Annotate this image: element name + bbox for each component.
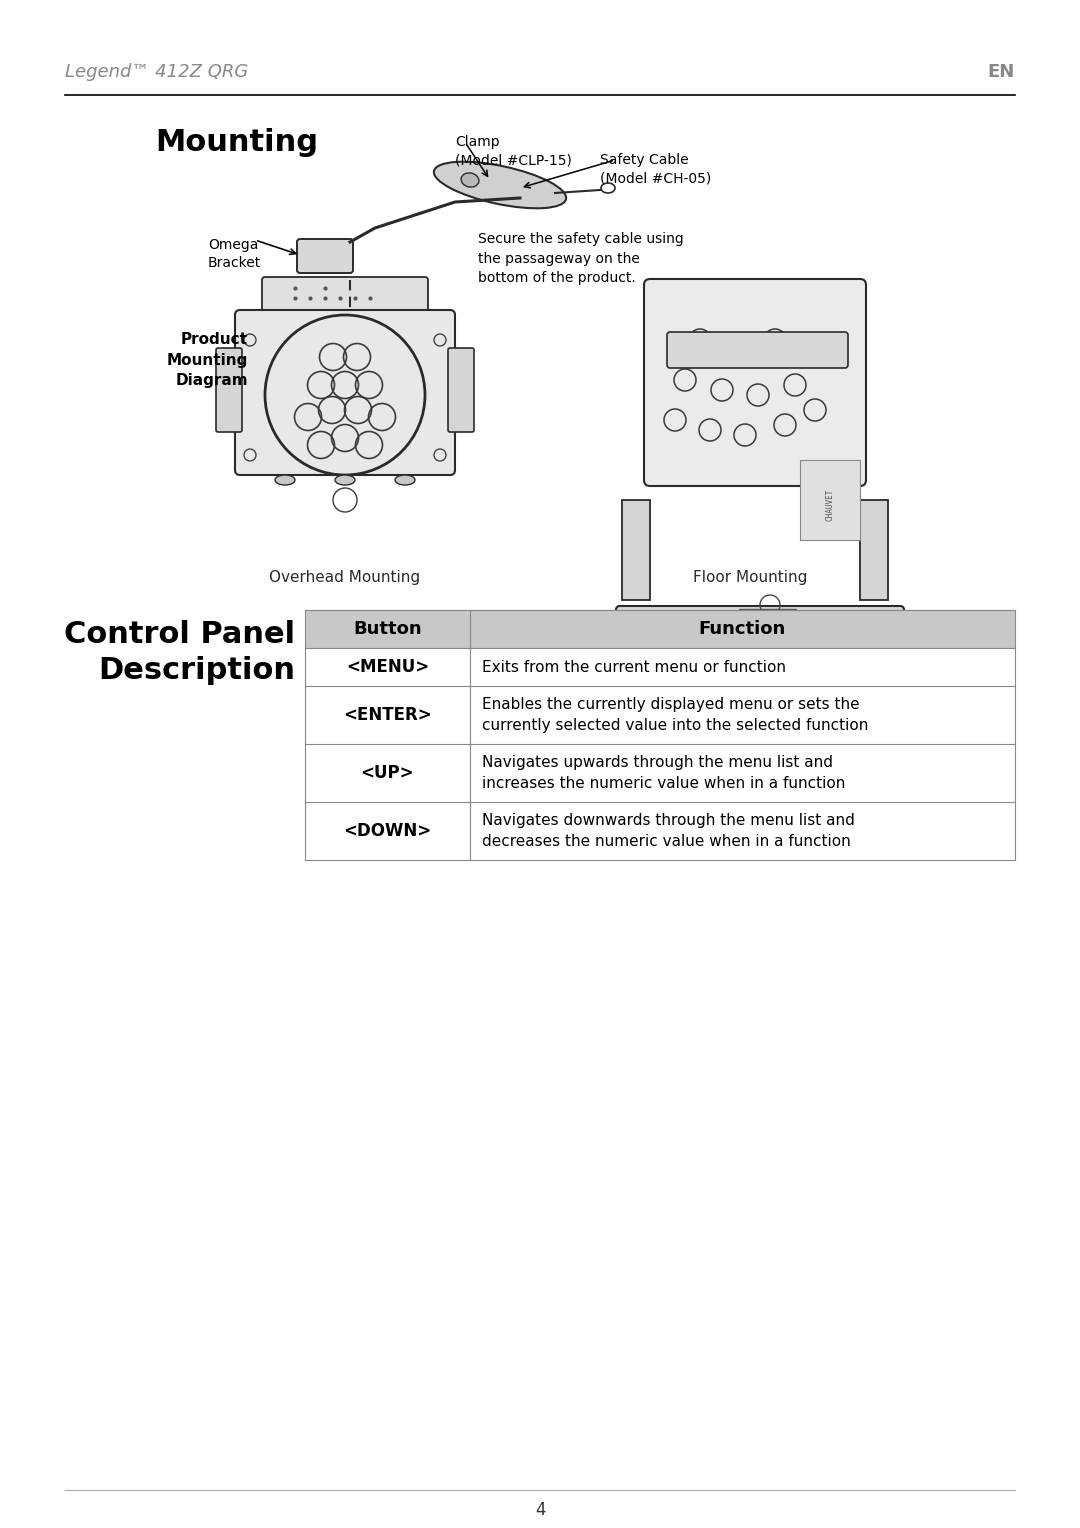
Bar — [800, 460, 860, 539]
Text: <UP>: <UP> — [361, 764, 415, 782]
Bar — [305, 686, 1015, 744]
Ellipse shape — [275, 475, 295, 484]
Circle shape — [720, 639, 728, 645]
Circle shape — [756, 639, 764, 645]
Text: Function: Function — [699, 620, 786, 639]
Circle shape — [697, 639, 703, 645]
Text: <MENU>: <MENU> — [346, 659, 429, 675]
FancyBboxPatch shape — [667, 332, 848, 368]
FancyBboxPatch shape — [644, 280, 866, 486]
Text: Product
Mounting
Diagram: Product Mounting Diagram — [166, 332, 248, 388]
Ellipse shape — [434, 162, 566, 208]
Text: <DOWN>: <DOWN> — [343, 822, 432, 840]
FancyBboxPatch shape — [297, 238, 353, 274]
Circle shape — [732, 639, 740, 645]
Bar — [860, 500, 888, 601]
FancyBboxPatch shape — [448, 348, 474, 432]
Text: Enables the currently displayed menu or sets the
currently selected value into t: Enables the currently displayed menu or … — [482, 697, 868, 733]
Text: Overhead Mounting: Overhead Mounting — [269, 570, 420, 585]
Circle shape — [708, 639, 715, 645]
Ellipse shape — [335, 475, 355, 484]
Text: Exits from the current menu or function: Exits from the current menu or function — [482, 660, 786, 674]
FancyBboxPatch shape — [235, 310, 455, 475]
Text: EN: EN — [988, 63, 1015, 81]
Text: CHAUVET: CHAUVET — [825, 489, 835, 521]
Bar — [622, 500, 650, 601]
Text: Floor Mounting: Floor Mounting — [692, 570, 807, 585]
Text: Control Panel
Description: Control Panel Description — [64, 620, 295, 685]
Text: Safety Cable
(Model #CH-05): Safety Cable (Model #CH-05) — [600, 153, 712, 185]
Text: Secure the safety cable using
the passageway on the
bottom of the product.: Secure the safety cable using the passag… — [478, 232, 684, 286]
Text: 4: 4 — [535, 1500, 545, 1519]
FancyBboxPatch shape — [262, 277, 428, 313]
FancyBboxPatch shape — [739, 610, 796, 633]
Ellipse shape — [395, 475, 415, 484]
Bar — [305, 648, 1015, 686]
Text: Mounting: Mounting — [156, 128, 318, 157]
FancyBboxPatch shape — [216, 348, 242, 432]
Text: <ENTER>: <ENTER> — [343, 706, 432, 724]
Text: Clamp
(Model #CLP-15): Clamp (Model #CLP-15) — [455, 134, 572, 168]
Bar — [305, 744, 1015, 802]
Text: Legend™ 412Z QRG: Legend™ 412Z QRG — [65, 63, 248, 81]
Text: Button: Button — [353, 620, 422, 639]
Text: Omega
Bracket: Omega Bracket — [208, 238, 261, 270]
Text: Navigates upwards through the menu list and
increases the numeric value when in : Navigates upwards through the menu list … — [482, 755, 846, 792]
Ellipse shape — [461, 173, 478, 186]
Bar — [305, 610, 1015, 648]
FancyBboxPatch shape — [616, 607, 904, 665]
Bar — [305, 802, 1015, 860]
Circle shape — [744, 639, 752, 645]
Text: Navigates downwards through the menu list and
decreases the numeric value when i: Navigates downwards through the menu lis… — [482, 813, 855, 850]
